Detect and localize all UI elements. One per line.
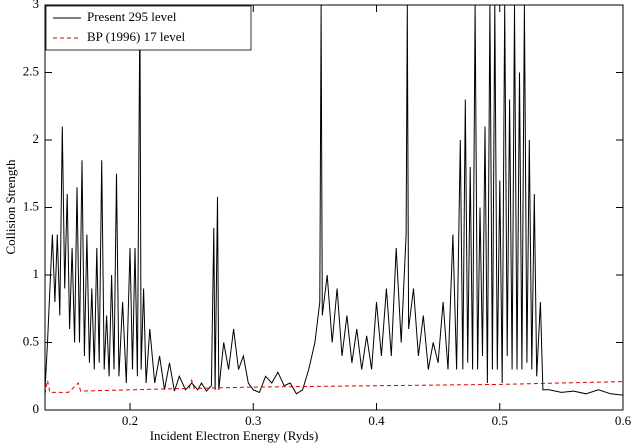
x-tick-label: 0.4 xyxy=(368,413,385,428)
y-tick-label: 3 xyxy=(33,0,40,11)
y-axis-label: Collision Strength xyxy=(3,159,18,254)
plot-series xyxy=(45,5,623,396)
x-tick-label: 0.3 xyxy=(245,413,261,428)
x-axis-label: Incident Electron Energy (Ryds) xyxy=(150,428,319,443)
y-tick-label: 1.5 xyxy=(23,198,39,213)
y-tick-label: 0 xyxy=(33,401,40,416)
y-tick-label: 1 xyxy=(33,266,40,281)
y-tick-label: 2 xyxy=(33,131,40,146)
series-line xyxy=(45,5,623,396)
x-tick-label: 0.6 xyxy=(615,413,632,428)
y-tick-label: 0.5 xyxy=(23,333,39,348)
x-tick-label: 0.2 xyxy=(122,413,138,428)
series-line xyxy=(45,378,623,394)
legend-label: BP (1996) 17 level xyxy=(87,29,185,44)
legend-box xyxy=(45,5,252,51)
y-tick-label: 2.5 xyxy=(23,63,39,78)
legend-label: Present 295 level xyxy=(87,9,177,24)
x-tick-label: 0.5 xyxy=(492,413,508,428)
